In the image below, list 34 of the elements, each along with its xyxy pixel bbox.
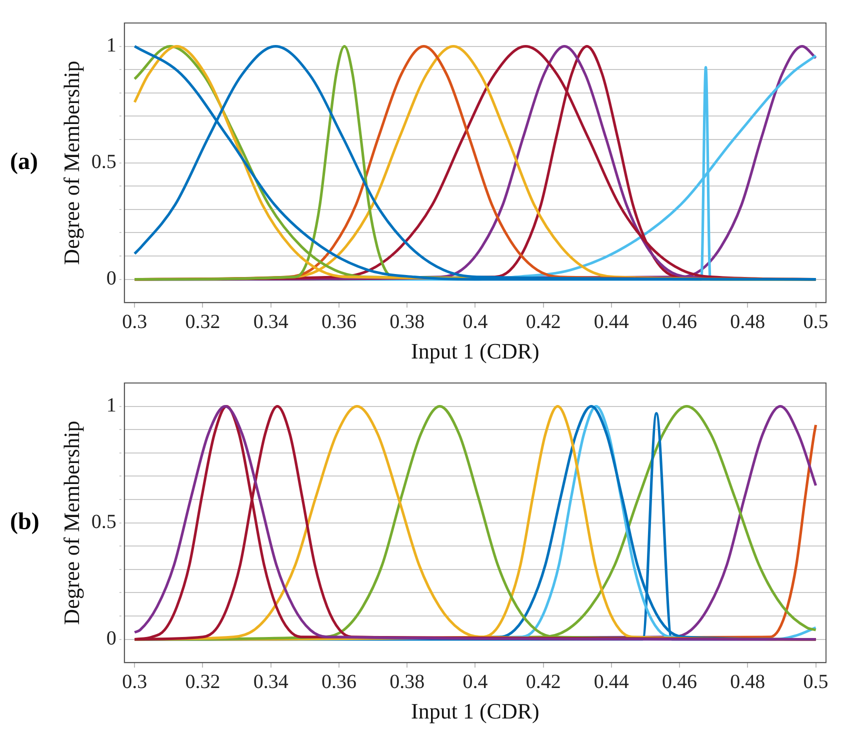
x-tick-label: 0.42 <box>526 670 561 693</box>
x-tick-label: 0.42 <box>526 310 561 333</box>
x-tick-label: 0.46 <box>662 310 698 333</box>
y-tick-label: 0.5 <box>91 151 116 174</box>
y-tick-label: 0 <box>106 268 116 290</box>
x-tick-label: 0.34 <box>253 670 288 693</box>
x-tick-label: 0.38 <box>390 670 425 693</box>
x-tick-label: 0.3 <box>122 670 148 693</box>
x-axis-title: Input 1 (CDR) <box>411 698 540 724</box>
x-tick-label: 0.32 <box>185 670 220 693</box>
y-tick-label: 0.5 <box>91 511 116 534</box>
x-tick-label: 0.44 <box>594 670 629 693</box>
x-tick-label: 0.34 <box>253 310 288 333</box>
y-tick-label: 0 <box>106 628 116 650</box>
y-tick-label: 1 <box>106 394 116 417</box>
y-axis-title: Degree of Membership <box>58 60 84 265</box>
text: (a) <box>10 149 38 176</box>
x-tick-label: 0.4 <box>462 310 488 333</box>
x-tick-label: 0.48 <box>730 310 766 333</box>
y-tick-label: 1 <box>106 34 116 57</box>
x-tick-label: 0.36 <box>321 670 356 693</box>
x-tick-label: 0.5 <box>803 310 828 333</box>
x-tick-label: 0.32 <box>185 310 220 333</box>
x-tick-label: 0.4 <box>462 670 488 693</box>
x-tick-label: 0.46 <box>662 670 698 693</box>
x-tick-label: 0.38 <box>390 310 425 333</box>
x-axis-title: Input 1 (CDR) <box>411 338 540 364</box>
x-tick-label: 0.48 <box>730 670 766 693</box>
y-axis-title: Degree of Membership <box>58 420 84 625</box>
x-tick-label: 0.44 <box>594 310 629 333</box>
x-tick-label: 0.36 <box>321 310 356 333</box>
x-tick-label: 0.3 <box>122 310 148 333</box>
text: (b) <box>10 509 40 536</box>
x-tick-label: 0.5 <box>803 670 828 693</box>
